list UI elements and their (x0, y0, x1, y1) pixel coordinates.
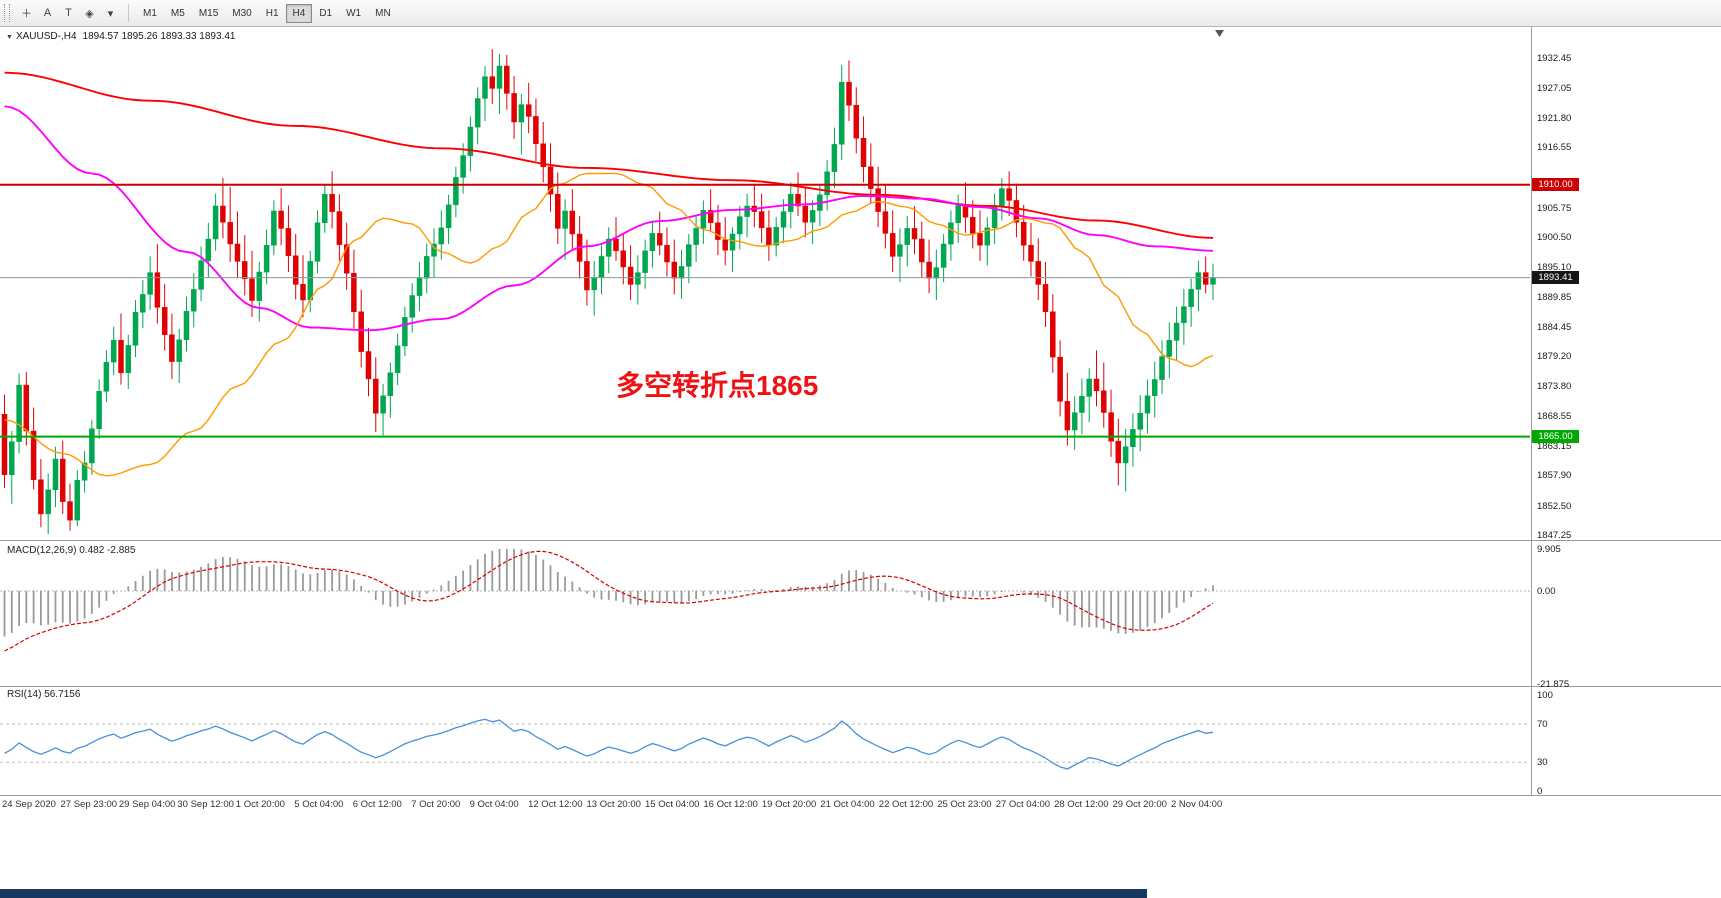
timeframe-h4-button[interactable]: H4 (285, 3, 313, 23)
timeframe-m15-button[interactable]: M15 (192, 4, 225, 23)
timeframe-m5-button[interactable]: M5 (164, 4, 192, 23)
toolbar-tools: ＋ A T ◈ ▾ (16, 3, 121, 23)
ma-fast (4, 172, 1214, 477)
candles (1, 49, 1216, 534)
chart-shift-marker-icon[interactable] (1215, 30, 1224, 37)
text-label-tool-button[interactable]: T (58, 3, 79, 23)
toolbar-grip[interactable] (4, 4, 10, 22)
macd-label: MACD(12,26,9) 0.482 -2.885 (7, 545, 136, 556)
text-tool-button[interactable]: A (37, 3, 58, 23)
ma-mid (4, 105, 1214, 332)
expand-icon[interactable]: ▼ (6, 34, 13, 41)
symbol-info: ▼ XAUUSD-,H4 1894.57 1895.26 1893.33 1893.… (6, 31, 235, 42)
chart-annotation[interactable]: 多空转折点1865 (616, 370, 819, 401)
shapes-dropdown-button[interactable]: ▾ (100, 3, 121, 23)
ma-slow (4, 71, 1214, 239)
bid-price-tag: 1893.41 (1532, 271, 1579, 285)
timeframe-h1-button[interactable]: H1 (259, 4, 286, 23)
rsi-label: RSI(14) 56.7156 (7, 689, 81, 700)
taskbar-strip (0, 889, 1147, 898)
timeframe-w1-button[interactable]: W1 (339, 4, 368, 23)
timeframe-m1-button[interactable]: M1 (136, 4, 164, 23)
toolbar-separator (128, 4, 129, 22)
rsi-line (4, 718, 1214, 770)
crosshair-tool-button[interactable]: ＋ (16, 3, 37, 23)
macd-histogram (3, 549, 1214, 637)
toolbar: ＋ A T ◈ ▾ M1 M5 M15 M30 H1 H4 D1 W1 MN (0, 0, 1721, 27)
support-price-tag: 1865.00 (1532, 430, 1579, 444)
macd-signal-line (4, 550, 1214, 652)
symbol-label: XAUUSD-,H4 (15, 31, 77, 42)
timeframe-d1-button[interactable]: D1 (312, 4, 339, 23)
shapes-tool-button[interactable]: ◈ (79, 3, 100, 23)
resistance-price-tag: 1910.00 (1532, 178, 1579, 192)
timeframe-m30-button[interactable]: M30 (225, 4, 258, 23)
ohlc-values: 1894.57 1895.26 1893.33 1893.41 (82, 31, 236, 42)
timeframe-mn-button[interactable]: MN (368, 4, 398, 23)
timeframe-toolbar: M1 M5 M15 M30 H1 H4 D1 W1 MN (136, 3, 398, 23)
